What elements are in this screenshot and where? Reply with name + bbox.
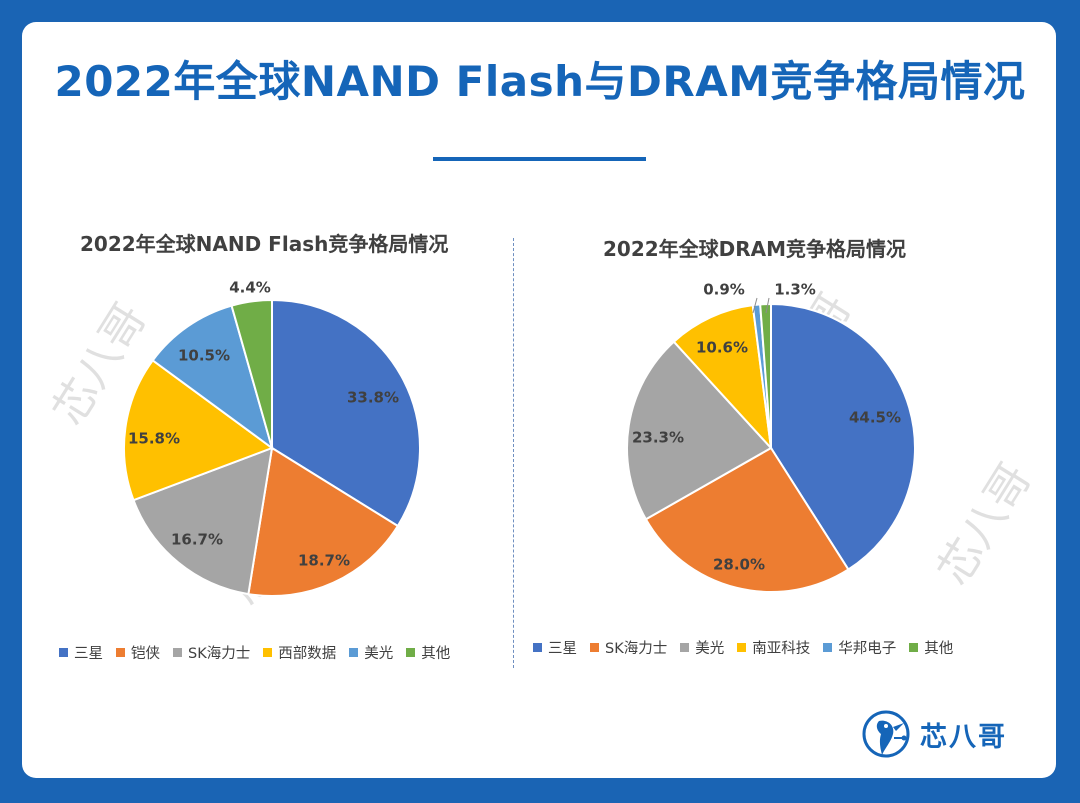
dram-slice [672, 304, 773, 452]
dram-legend-label: 华邦电子 [838, 641, 897, 657]
nand-slice [247, 446, 400, 597]
nand-legend-label: 铠侠 [131, 646, 160, 662]
nand-slice [151, 304, 274, 451]
dram-slice [759, 302, 772, 449]
nand-slice [271, 298, 421, 528]
nand-data-label: 10.5% [178, 347, 230, 365]
dram-legend-item: 华邦电子 [823, 637, 896, 658]
nand-legend-swatch [59, 648, 68, 657]
dram-data-label: 1.3% [774, 281, 816, 299]
dram-legend-swatch [823, 643, 833, 652]
dram-legend-swatch [909, 643, 919, 652]
brand-logo: 芯八哥 [860, 708, 1007, 760]
dram-legend-label: 三星 [548, 641, 577, 657]
dram-data-label: 23.3% [632, 429, 684, 447]
dram-legend-label: 美光 [695, 641, 725, 657]
bird-logo-icon [862, 710, 910, 758]
dram-legend-item: 三星 [533, 637, 577, 658]
nand-legend-item: 美光 [349, 642, 393, 663]
dram-data-label: 44.5% [849, 409, 901, 427]
dram-legend-item: 美光 [680, 637, 724, 658]
chart-divider [513, 238, 514, 668]
nand-legend-item: SK海力士 [173, 642, 250, 663]
dram-legend: 三星 SK海力士 美光 南亚科技 华邦电子 其他 [533, 637, 953, 658]
nand-legend-label: 三星 [74, 646, 103, 662]
dram-legend-label: 南亚科技 [752, 641, 811, 657]
dram-chart-title: 2022年全球DRAM竞争格局情况 [603, 237, 907, 261]
logo-text: 芯八哥 [920, 721, 1007, 753]
dram-legend-swatch [590, 643, 599, 652]
nand-data-label: 18.7% [298, 552, 350, 570]
nand-slice [132, 446, 274, 596]
nand-legend-label: SK海力士 [188, 646, 251, 662]
nand-data-label: 15.8% [128, 430, 180, 448]
nand-legend-label: 西部数据 [278, 646, 337, 662]
nand-legend-label: 美光 [364, 646, 394, 662]
dram-legend-item: 南亚科技 [737, 637, 810, 658]
nand-legend: 三星 铠侠 SK海力士 西部数据 美光 其他 [59, 642, 450, 663]
nand-chart-title: 2022年全球NAND Flash竞争格局情况 [80, 232, 449, 256]
nand-legend-label: 其他 [421, 646, 451, 662]
dram-slice [644, 446, 850, 593]
nand-legend-swatch [116, 648, 125, 657]
nand-legend-item: 三星 [59, 642, 103, 663]
dram-legend-item: SK海力士 [590, 637, 667, 658]
nand-legend-swatch [263, 648, 273, 657]
dram-legend-swatch [533, 643, 542, 652]
nand-legend-item: 西部数据 [263, 642, 336, 663]
dram-leader-line [752, 297, 758, 314]
dram-legend-swatch [737, 643, 747, 652]
dram-legend-swatch [680, 643, 690, 652]
nand-legend-swatch [406, 648, 416, 657]
dram-data-label: 10.6% [696, 339, 748, 357]
dram-data-label: 0.9% [703, 281, 745, 299]
dram-legend-label: 其他 [924, 641, 954, 657]
nand-slice [123, 358, 275, 502]
nand-legend-item: 铠侠 [116, 642, 160, 663]
dram-leader-line [765, 297, 770, 314]
nand-legend-swatch [349, 648, 359, 657]
nand-data-label: 33.8% [347, 389, 399, 407]
nand-legend-item: 其他 [406, 642, 450, 663]
nand-data-label: 16.7% [171, 531, 223, 549]
page-title: 2022年全球NAND Flash与DRAM竞争格局情况 [54, 57, 1026, 106]
dram-data-label: 28.0% [713, 556, 765, 574]
nand-slice [230, 298, 273, 449]
dram-legend-label: SK海力士 [605, 641, 668, 657]
dram-legend-item: 其他 [909, 637, 953, 658]
nand-data-label: 4.4% [229, 279, 271, 297]
dram-slice [626, 340, 773, 521]
nand-legend-swatch [173, 648, 182, 657]
title-underline [433, 157, 646, 161]
